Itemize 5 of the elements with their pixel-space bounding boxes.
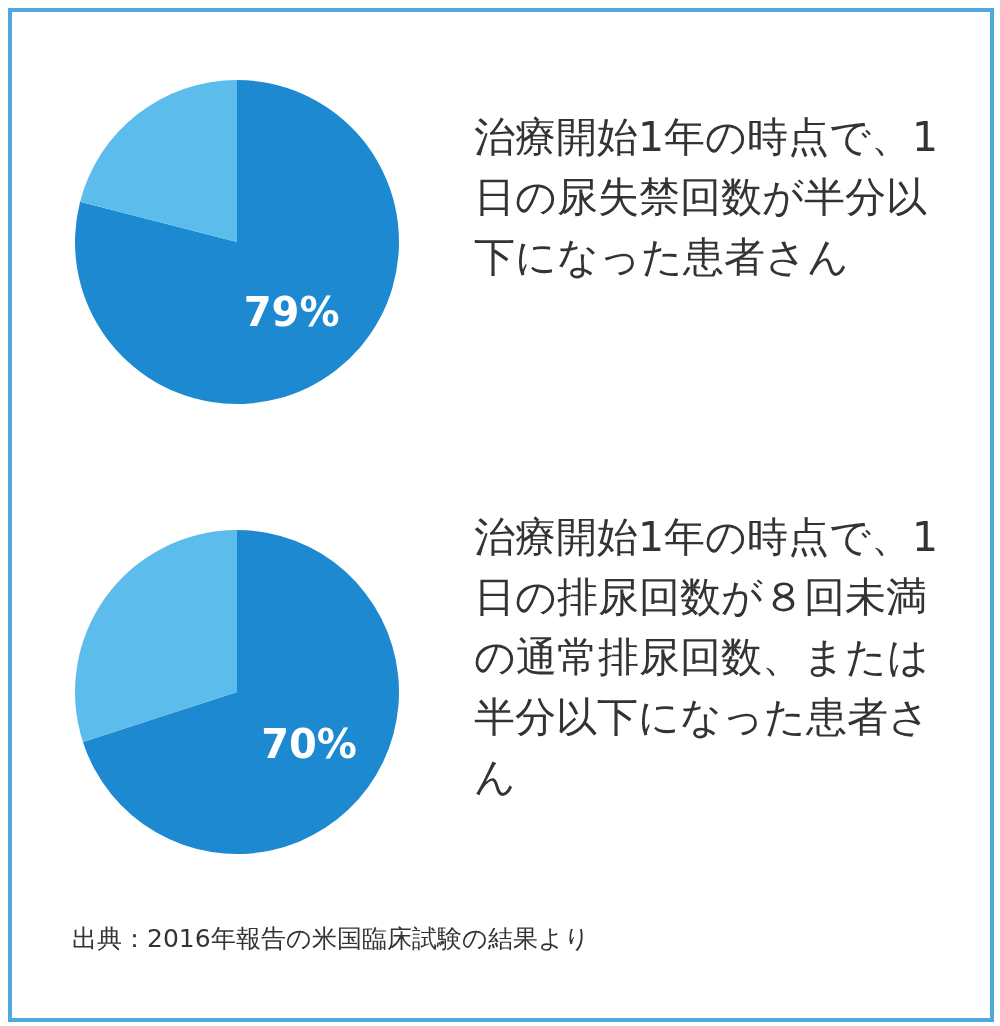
text: 治療開始1年の時点で、1日の排尿回数が８回未満の通常排尿回数、または半分以下になった患者さん <box>474 512 940 803</box>
data-label: 70% <box>261 721 357 768</box>
data-label: 79% <box>243 289 340 336</box>
text: 治療開始1年の時点で、1日の尿失禁回数が半分以下になった患者さん <box>474 112 940 283</box>
source-note: 出典：2016年報告の米国臨床試験の結果より <box>72 923 590 955</box>
